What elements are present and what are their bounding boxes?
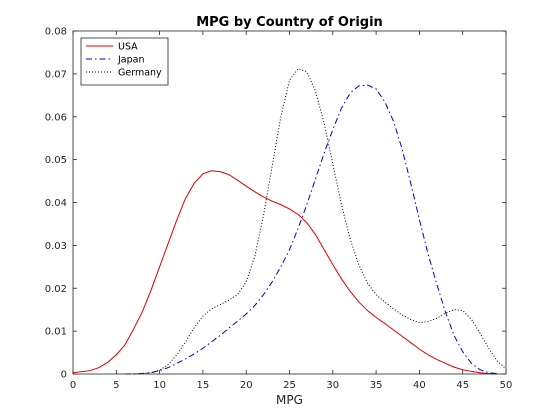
- x-tick-label: 45: [456, 380, 469, 391]
- x-tick-label: 35: [370, 380, 383, 391]
- plot-area: [73, 31, 506, 374]
- x-tick-label: 10: [153, 380, 166, 391]
- y-tick-label: 0.03: [45, 241, 67, 252]
- legend: USA Japan Germany: [80, 37, 169, 86]
- x-tick-label: 30: [326, 380, 339, 391]
- x-axis-label: MPG: [276, 393, 303, 407]
- x-tick-label: 5: [113, 380, 119, 391]
- chart-title: MPG by Country of Origin: [196, 15, 383, 30]
- y-tick-label: 0.02: [45, 284, 67, 295]
- x-tick-label: 40: [413, 380, 426, 391]
- series-layer: [72, 68, 507, 375]
- legend-items: USA Japan Germany: [86, 42, 162, 79]
- x-tick-label: 0: [70, 380, 76, 391]
- legend-label-usa: USA: [118, 42, 138, 53]
- y-tick-label: 0.04: [45, 198, 67, 209]
- ticks-layer: 0 5 10 15 20 25 30 35 40 45 50 0 0.01 0.02 0.03 0.04 0.0…: [45, 27, 513, 392]
- legend-label-japan: Japan: [117, 55, 145, 66]
- x-tick-label: 25: [283, 380, 296, 391]
- series-line-usa: [72, 170, 498, 375]
- legend-label-germany: Germany: [118, 68, 162, 79]
- y-tick-label: 0.06: [45, 112, 67, 123]
- y-tick-label: 0.05: [45, 155, 67, 166]
- y-tick-label: 0.07: [45, 69, 67, 80]
- x-tick-label: 50: [500, 380, 513, 391]
- y-tick-label: 0: [61, 370, 67, 381]
- x-tick-label: 20: [240, 380, 253, 391]
- series-line-germany: [133, 68, 507, 375]
- y-tick-label: 0.01: [45, 327, 67, 338]
- y-tick-label: 0.08: [45, 27, 67, 38]
- x-tick-label: 15: [197, 380, 210, 391]
